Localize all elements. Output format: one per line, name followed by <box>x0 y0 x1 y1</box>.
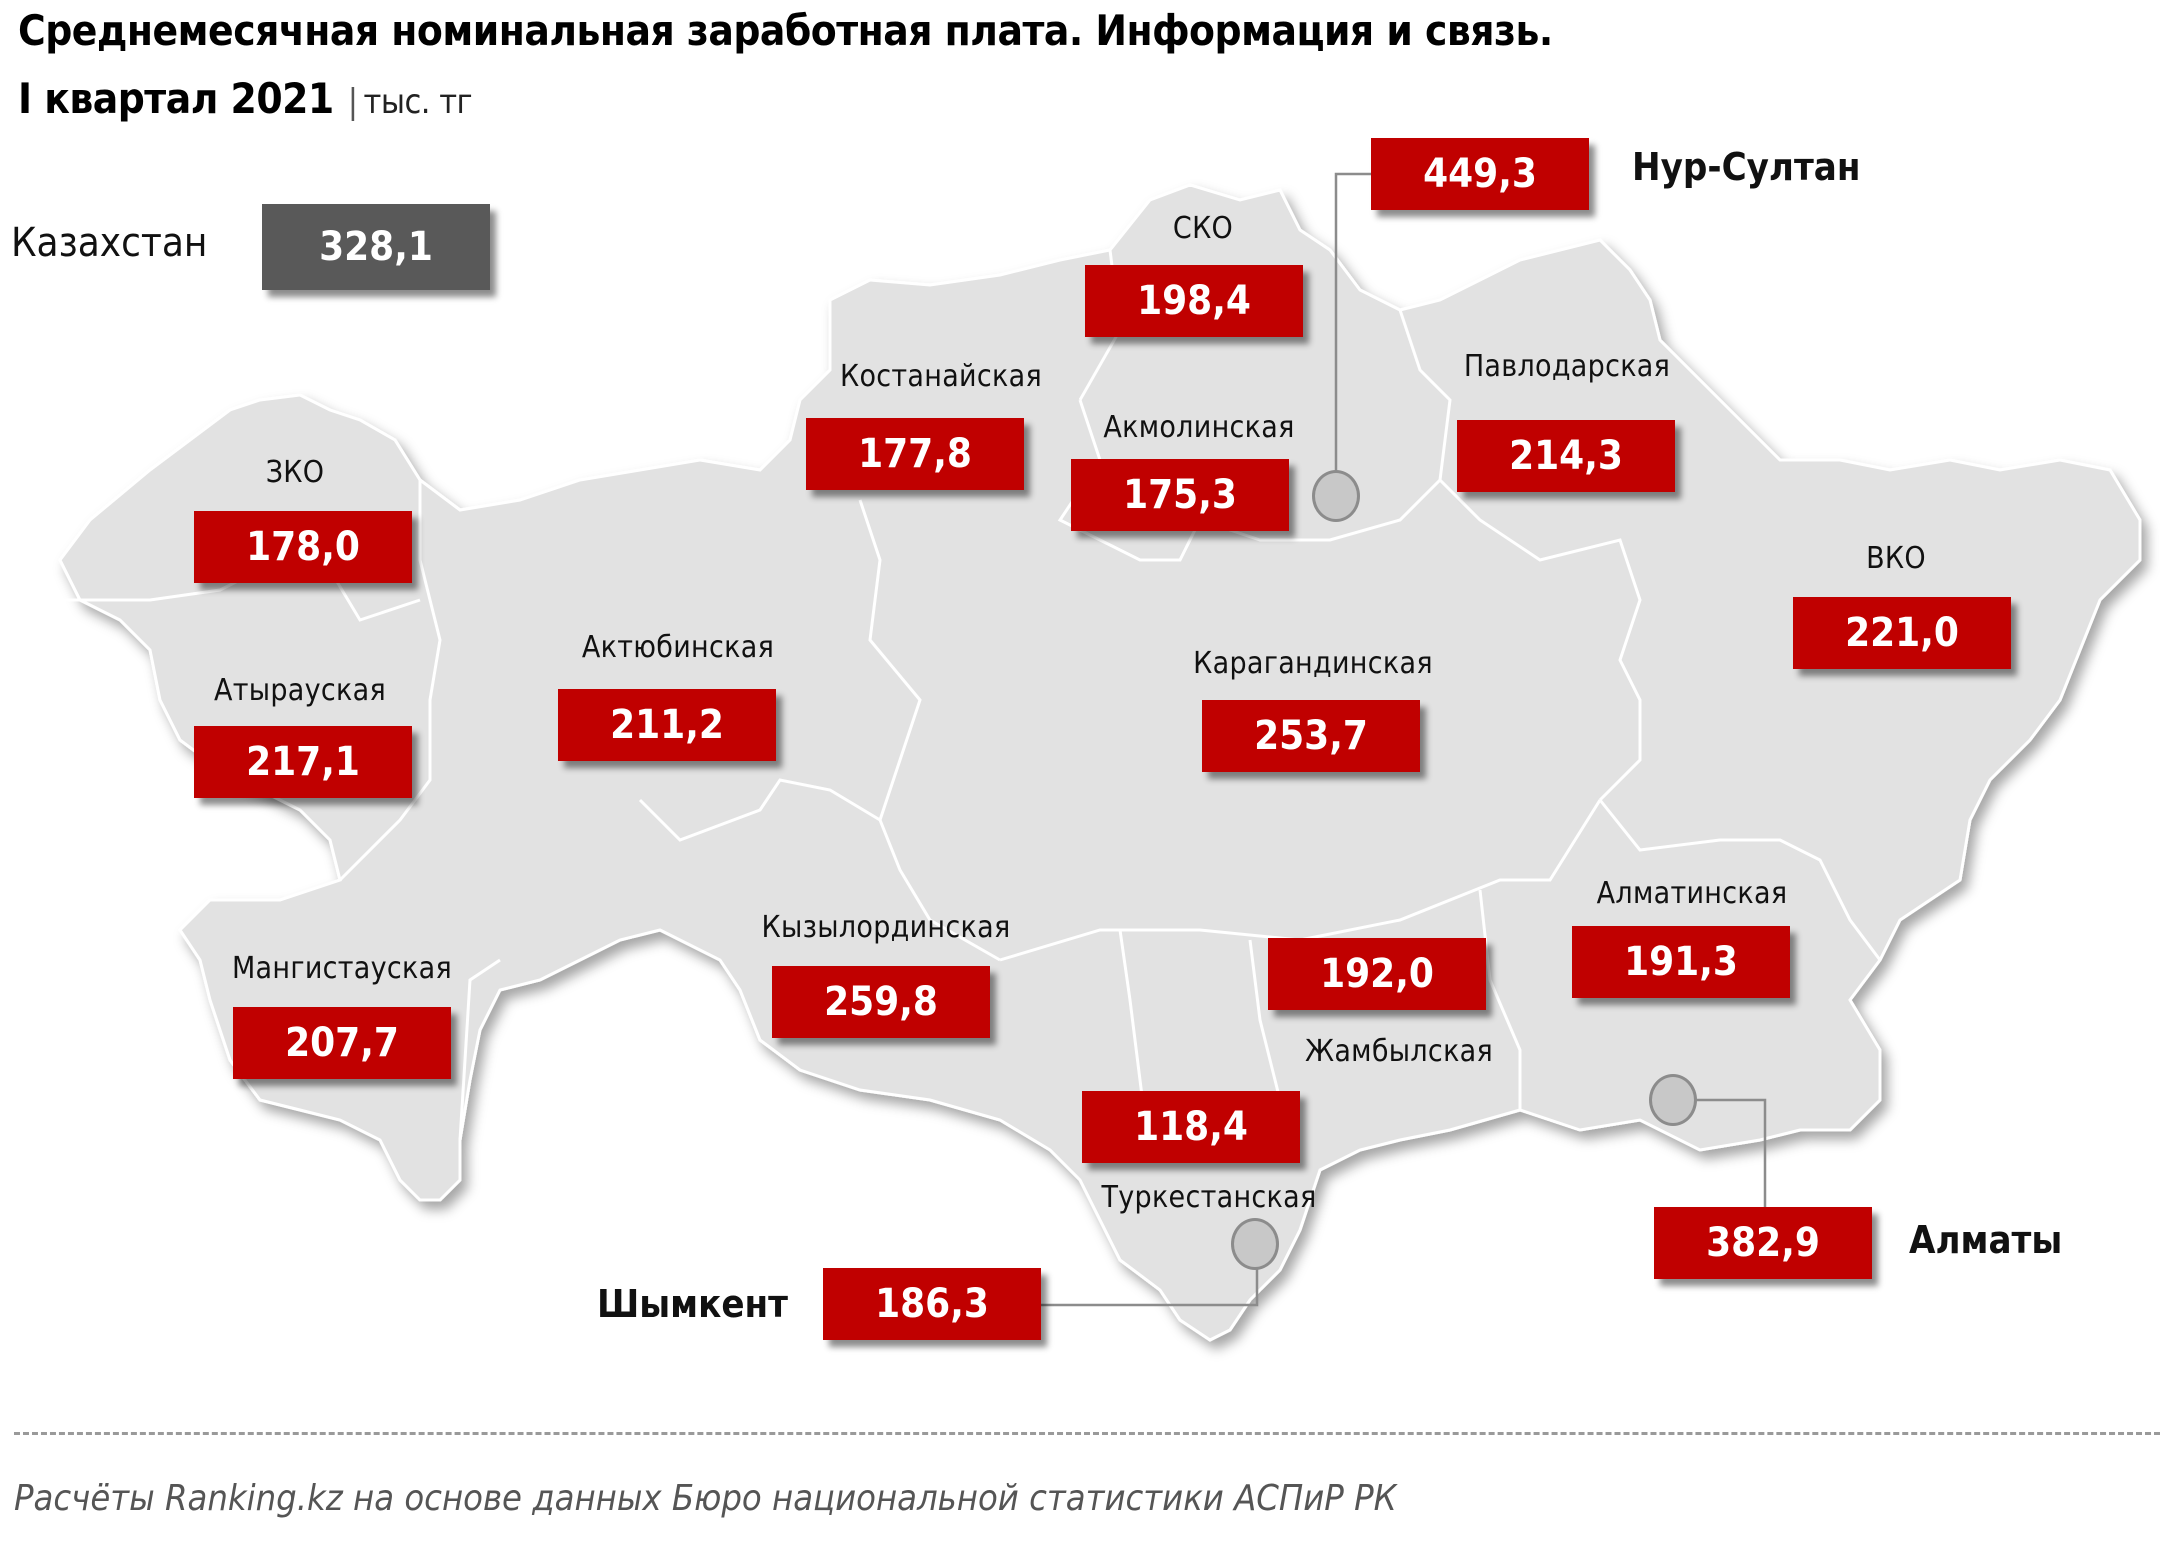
city-value-nur-sultan: 449,3 <box>1371 138 1589 210</box>
source-footnote: Расчёты Ranking.kz на основе данных Бюро… <box>14 1478 1397 1519</box>
unit-text: тыс. тг <box>363 82 473 122</box>
region-value-aktobe: 211,2 <box>558 689 776 761</box>
region-value-zhambyl: 192,0 <box>1268 938 1486 1010</box>
city-label-almaty: Алматы <box>1909 1218 2063 1262</box>
country-label: Казахстан <box>11 220 208 266</box>
unit-label: | тыс. тг <box>347 82 473 122</box>
city-value-shymkent: 186,3 <box>823 1268 1041 1340</box>
region-label-aktobe: Актюбинская <box>581 630 775 665</box>
region-label-akmola: Акмолинская <box>1103 410 1295 445</box>
chart-title-line1: Среднемесячная номинальная заработная пл… <box>18 6 1553 55</box>
city-marker-nur-sultan <box>1312 470 1360 522</box>
region-label-kostanay: Костанайская <box>840 359 1042 394</box>
region-value-sko: 198,4 <box>1085 265 1303 337</box>
region-label-almaty-region: Алматинская <box>1596 876 1788 911</box>
region-label-zko: ЗКО <box>265 455 325 490</box>
region-label-sko: СКО <box>1172 211 1234 246</box>
region-value-atyrau: 217,1 <box>194 726 412 798</box>
region-value-pavlodar: 214,3 <box>1457 420 1675 492</box>
period-label: I квартал 2021 <box>18 74 334 123</box>
region-value-karaganda: 253,7 <box>1202 700 1420 772</box>
region-label-zhambyl: Жамбылская <box>1304 1034 1494 1069</box>
city-value-almaty: 382,9 <box>1654 1207 1872 1279</box>
region-label-vko: ВКО <box>1866 541 1926 576</box>
region-value-almaty-region: 191,3 <box>1572 926 1790 998</box>
city-marker-almaty <box>1649 1074 1697 1126</box>
footer-divider <box>14 1432 2160 1435</box>
region-label-mangystau: Мангистауская <box>231 951 453 986</box>
city-label-nur-sultan: Нур-Султан <box>1632 145 1861 189</box>
region-value-mangystau: 207,7 <box>233 1007 451 1079</box>
unit-separator: | <box>347 82 358 122</box>
region-value-zko: 178,0 <box>194 511 412 583</box>
region-value-kostanay: 177,8 <box>806 418 1024 490</box>
region-label-kyzylorda: Кызылординская <box>761 910 1011 945</box>
country-value-box: 328,1 <box>262 204 490 290</box>
region-label-karaganda: Карагандинская <box>1193 646 1433 681</box>
city-marker-shymkent <box>1231 1218 1279 1270</box>
region-label-atyrau: Атырауская <box>213 673 387 708</box>
region-value-kyzylorda: 259,8 <box>772 966 990 1038</box>
region-label-turkestan: Туркестанская <box>1101 1180 1317 1215</box>
chart-title-line2: I квартал 2021 | тыс. тг <box>18 74 473 123</box>
region-value-vko: 221,0 <box>1793 597 2011 669</box>
city-label-shymkent: Шымкент <box>597 1282 788 1326</box>
region-label-pavlodar: Павлодарская <box>1463 349 1671 384</box>
region-value-turkestan: 118,4 <box>1082 1091 1300 1163</box>
region-value-akmola: 175,3 <box>1071 459 1289 531</box>
